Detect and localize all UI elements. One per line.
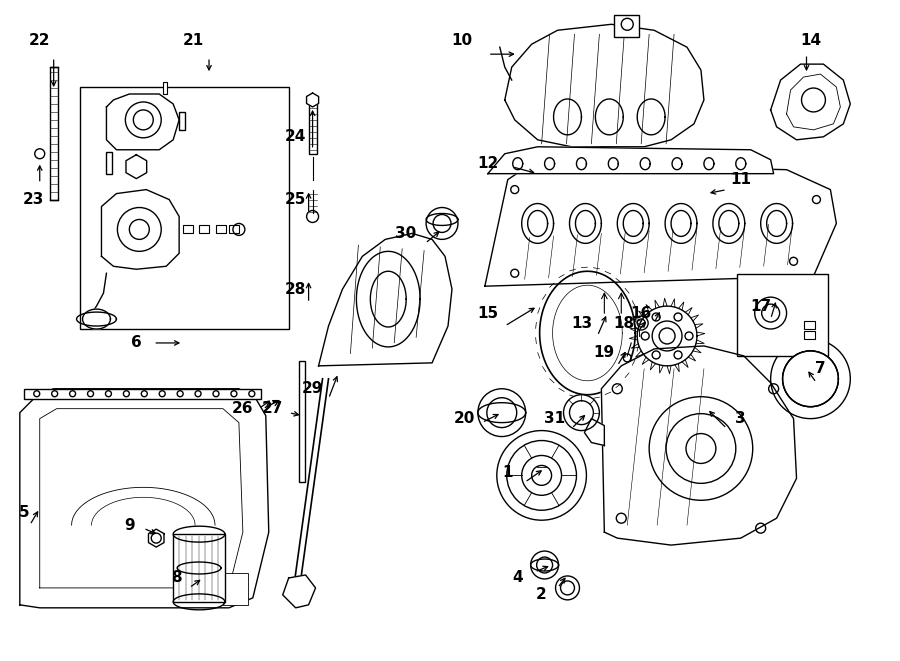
Bar [163, 82, 167, 94]
Bar [199, 225, 209, 233]
Text: 10: 10 [452, 33, 472, 48]
Text: 21: 21 [183, 33, 203, 48]
Text: 17: 17 [750, 299, 771, 313]
Circle shape [563, 395, 599, 430]
Text: 11: 11 [730, 172, 752, 187]
Bar [216, 225, 226, 233]
Text: 5: 5 [19, 505, 29, 520]
Polygon shape [584, 418, 604, 446]
Text: 14: 14 [800, 33, 821, 48]
Text: 1: 1 [502, 465, 513, 480]
Polygon shape [283, 575, 316, 608]
Circle shape [531, 551, 559, 579]
Bar [50, 67, 58, 200]
Text: 9: 9 [124, 518, 135, 533]
Text: 3: 3 [735, 411, 746, 426]
Circle shape [478, 389, 526, 436]
Polygon shape [485, 164, 836, 286]
Bar [309, 102, 317, 154]
Polygon shape [307, 93, 319, 107]
Text: 12: 12 [477, 156, 499, 171]
Text: 30: 30 [394, 226, 416, 241]
Text: 26: 26 [232, 401, 254, 416]
Polygon shape [102, 190, 179, 269]
Polygon shape [20, 389, 269, 608]
Bar [615, 15, 639, 37]
Text: 29: 29 [302, 381, 323, 396]
Bar [79, 87, 289, 329]
Polygon shape [106, 94, 179, 150]
Circle shape [555, 576, 580, 600]
Polygon shape [505, 24, 704, 147]
Text: 31: 31 [544, 411, 565, 426]
Polygon shape [83, 309, 111, 329]
Text: 18: 18 [614, 315, 634, 330]
Text: 23: 23 [23, 192, 44, 207]
Polygon shape [126, 155, 147, 178]
Bar [299, 361, 304, 483]
Bar [229, 225, 238, 233]
Bar [804, 321, 815, 329]
Text: 28: 28 [285, 282, 306, 297]
Polygon shape [770, 64, 850, 140]
Circle shape [426, 208, 458, 239]
Text: 16: 16 [631, 305, 652, 321]
Bar [804, 331, 815, 339]
Text: 6: 6 [130, 335, 141, 350]
Text: 24: 24 [285, 130, 306, 144]
Text: 22: 22 [29, 33, 50, 48]
Bar [223, 573, 248, 605]
Circle shape [686, 434, 716, 463]
Text: 27: 27 [262, 401, 284, 416]
Polygon shape [148, 529, 164, 547]
Text: 4: 4 [512, 570, 523, 586]
Text: 20: 20 [454, 411, 475, 426]
Circle shape [783, 351, 839, 407]
Polygon shape [601, 346, 796, 545]
Bar [179, 112, 185, 130]
Bar [737, 274, 828, 356]
Bar [183, 225, 194, 233]
Text: 2: 2 [536, 588, 547, 602]
Text: 25: 25 [285, 192, 306, 207]
Circle shape [497, 430, 587, 520]
Text: 13: 13 [571, 315, 592, 330]
Bar [106, 152, 112, 174]
Text: 19: 19 [594, 346, 615, 360]
Circle shape [652, 321, 682, 351]
Polygon shape [488, 147, 774, 174]
Circle shape [770, 339, 850, 418]
Polygon shape [319, 233, 452, 366]
Bar [23, 389, 261, 399]
Text: 8: 8 [171, 570, 182, 586]
Bar [173, 534, 225, 602]
Text: 15: 15 [477, 305, 499, 321]
Text: 7: 7 [815, 362, 825, 376]
